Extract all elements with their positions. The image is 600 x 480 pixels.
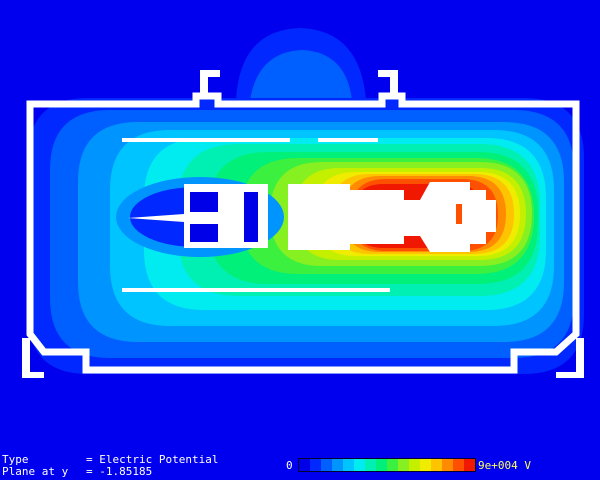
cathode-assembly bbox=[128, 184, 268, 248]
left-top-tab-cap bbox=[200, 70, 220, 77]
anode-assembly bbox=[288, 182, 496, 252]
plane-readout: Plane at y = -1.85185 bbox=[2, 466, 152, 478]
enclosure-flanges bbox=[22, 70, 584, 378]
legend-swatch bbox=[453, 459, 464, 471]
color-legend-bar bbox=[298, 458, 476, 472]
legend-swatch bbox=[464, 459, 475, 471]
legend-swatch bbox=[431, 459, 442, 471]
legend-swatch bbox=[387, 459, 398, 471]
enclosure-outline bbox=[26, 92, 580, 374]
right-top-tab-cap bbox=[378, 70, 398, 77]
anode-slot bbox=[456, 204, 462, 224]
legend-max-label: 9e+004 V bbox=[478, 459, 531, 472]
legend-swatch bbox=[299, 459, 310, 471]
legend-swatch bbox=[409, 459, 420, 471]
plane-value: = -1.85185 bbox=[86, 465, 153, 478]
cathode-cavity-bottom bbox=[190, 224, 218, 242]
type-readout: Type = Electric Potential bbox=[2, 454, 218, 466]
left-bottom-flange bbox=[22, 338, 30, 378]
enclosure-geometry bbox=[26, 92, 580, 374]
shield-plates bbox=[122, 138, 390, 292]
type-label: Type bbox=[2, 453, 29, 466]
right-bottom-foot bbox=[556, 372, 584, 378]
cathode-gap-right bbox=[244, 192, 258, 242]
anode-body bbox=[288, 182, 496, 252]
legend-swatch bbox=[321, 459, 332, 471]
type-value: = Electric Potential bbox=[86, 453, 219, 466]
legend-swatch bbox=[376, 459, 387, 471]
legend-min-label: 0 bbox=[286, 459, 293, 472]
right-top-tab bbox=[390, 70, 398, 98]
field-visualization bbox=[22, 28, 584, 378]
lower-plate bbox=[122, 288, 390, 292]
upper-plate-left bbox=[122, 138, 290, 142]
cathode-filament bbox=[128, 214, 184, 222]
left-bottom-foot bbox=[22, 372, 44, 378]
legend-swatch bbox=[354, 459, 365, 471]
legend-swatch bbox=[310, 459, 321, 471]
legend-swatch bbox=[365, 459, 376, 471]
plane-label: Plane at y bbox=[2, 465, 69, 478]
cathode-cavity-top bbox=[190, 192, 218, 212]
legend-swatch bbox=[398, 459, 409, 471]
legend-swatch bbox=[332, 459, 343, 471]
upper-plate-right bbox=[318, 138, 378, 142]
dome-contour bbox=[250, 50, 352, 100]
legend-swatch bbox=[420, 459, 431, 471]
legend-swatch bbox=[343, 459, 354, 471]
right-bottom-flange bbox=[576, 338, 584, 378]
left-top-tab bbox=[200, 70, 208, 98]
legend-swatch bbox=[442, 459, 453, 471]
